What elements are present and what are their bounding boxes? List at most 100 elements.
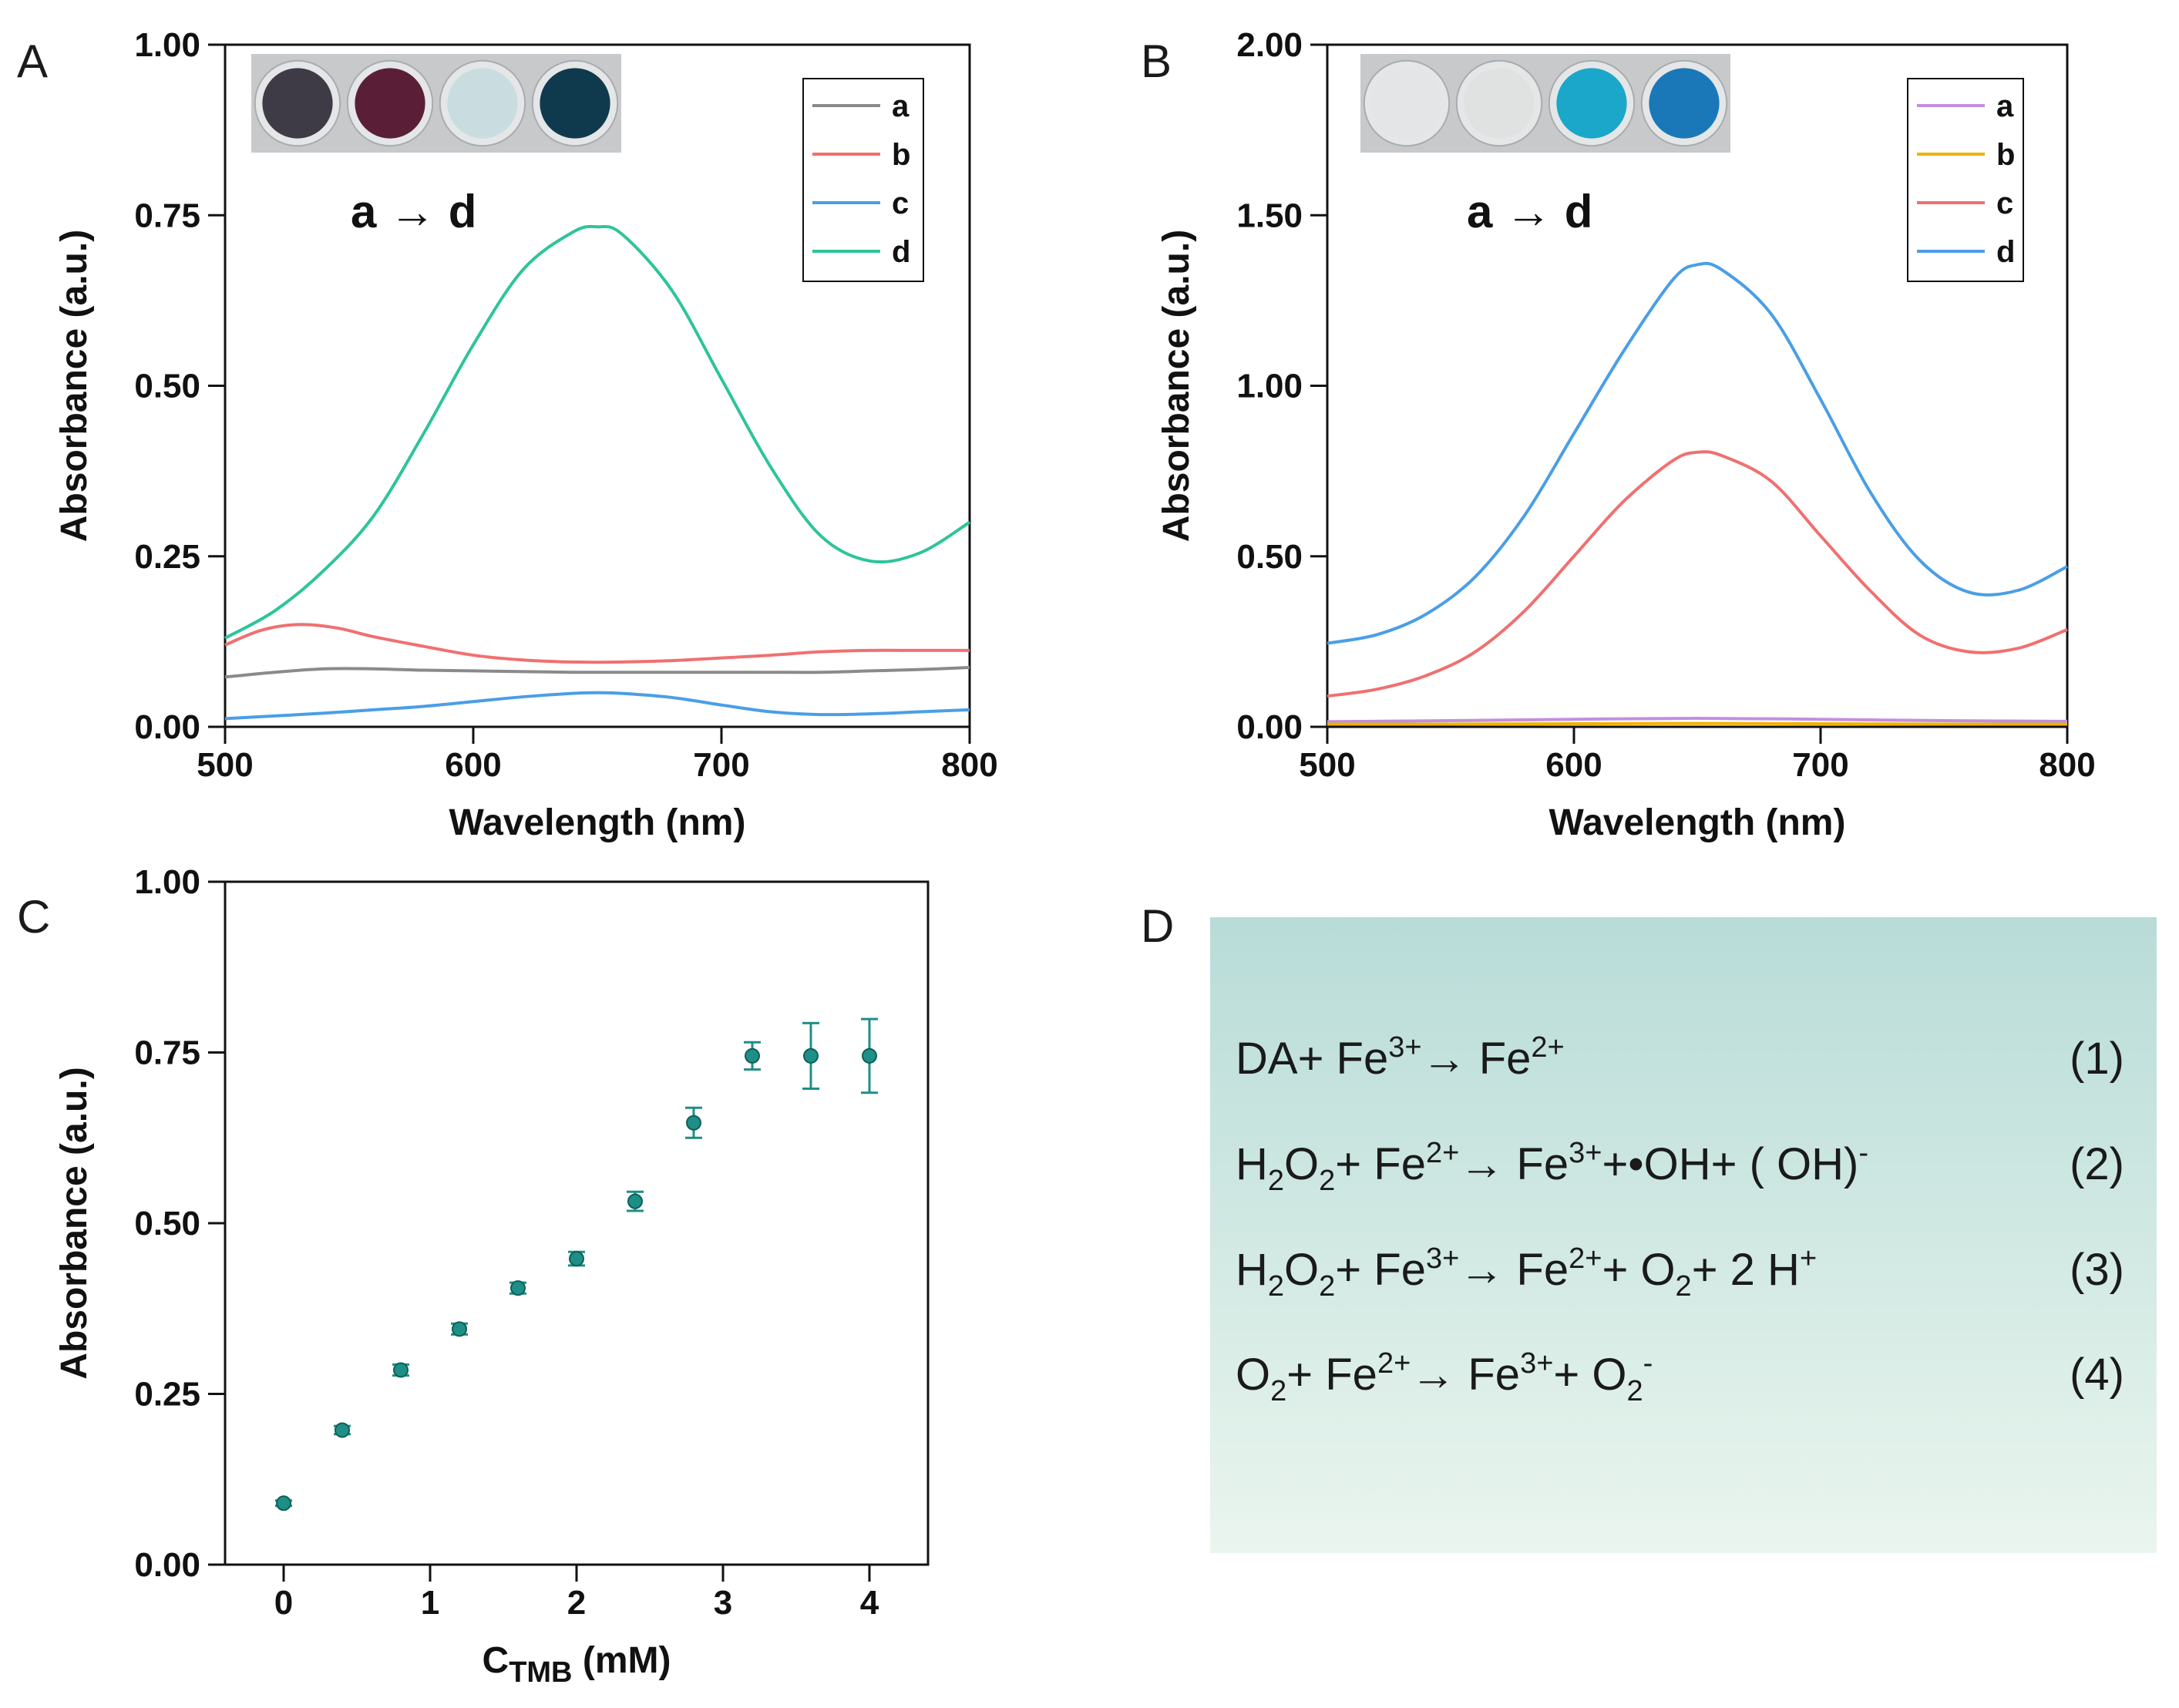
equation-4: O2+ Fe2+→ Fe3++ O2- (4) <box>1236 1347 2124 1407</box>
well-solution <box>1649 68 1720 139</box>
equation-2: H2O2+ Fe2+→ Fe3++•OH+ ( OH)- (2) <box>1236 1137 2124 1197</box>
point-marker <box>569 1251 584 1267</box>
well-solution <box>540 68 610 139</box>
x-axis-title: Wavelength (nm) <box>449 802 746 843</box>
well-solution <box>355 68 425 139</box>
data-point <box>275 1495 292 1511</box>
x-tick-label: 1 <box>421 1584 439 1622</box>
y-tick-label: 2.00 <box>1236 26 1303 64</box>
series-line-c <box>1327 450 2068 698</box>
y-tick-label: 0.00 <box>134 708 200 746</box>
equation-number: (1) <box>2070 1034 2124 1084</box>
series-line-c <box>224 691 970 721</box>
x-tick-label: 600 <box>1545 746 1602 784</box>
equation-text: H2O2+ Fe3+→ Fe2++ O2+ 2 H+ <box>1236 1242 1817 1303</box>
series-line-b <box>1327 721 2068 726</box>
point-marker <box>745 1047 760 1064</box>
x-axis-title: CTMB (mM) <box>483 1640 671 1689</box>
legend-label-c: c <box>892 187 909 220</box>
equation-list: DA+ Fe3+→ Fe2+ (1) H2O2+ Fe2+→ Fe3++•OH+ (… <box>1236 1031 2124 1407</box>
y-tick-label: 0.25 <box>134 538 200 576</box>
series-line-d <box>224 224 971 640</box>
data-point <box>568 1250 585 1267</box>
equation-3: H2O2+ Fe3+→ Fe2++ O2+ 2 H+ (3) <box>1236 1242 2124 1303</box>
legend-label-b: b <box>892 138 910 172</box>
well-solution <box>1556 68 1627 139</box>
x-tick-label: 2 <box>567 1584 586 1622</box>
x-tick-label: 700 <box>693 746 749 784</box>
legend-label-a: a <box>892 89 910 123</box>
point-marker <box>627 1193 643 1209</box>
x-tick-label: 3 <box>714 1584 732 1622</box>
data-point <box>627 1190 644 1212</box>
equation-text: H2O2+ Fe2+→ Fe3++•OH+ ( OH)- <box>1236 1137 1868 1197</box>
legend-box <box>802 78 924 282</box>
y-axis-title: Absorbance (a.u.) <box>1156 230 1197 542</box>
point-marker <box>803 1047 819 1064</box>
series-annotation: a → d <box>351 186 476 237</box>
equation-1: DA+ Fe3+→ Fe2+ (1) <box>1236 1031 2124 1084</box>
panel-letter-a: A <box>17 35 48 87</box>
legend-label-c: c <box>1996 187 2013 220</box>
data-point <box>802 1021 819 1090</box>
y-tick-label: 1.00 <box>134 863 200 901</box>
panel-letter-d: D <box>1141 900 1174 952</box>
panel-letter-c: C <box>17 891 50 943</box>
x-tick-label: 4 <box>860 1584 879 1622</box>
plot-frame <box>224 880 930 1566</box>
point-marker <box>862 1047 877 1064</box>
series-line-a <box>1327 716 2068 724</box>
y-axis-title: Absorbance (a.u.) <box>54 230 95 542</box>
y-tick-label: 0.00 <box>134 1546 200 1584</box>
chart-b: 0.00 0.50 1.00 1.50 2.00 500 600 700 800 Absorban… <box>1156 26 2096 843</box>
chart-a: 0.00 0.25 0.50 0.75 1.00 500 600 700 800 Absorban… <box>54 26 998 843</box>
equation-background <box>1210 917 2157 1553</box>
x-tick-label: 800 <box>941 746 997 784</box>
chart-c: 0.00 0.25 0.50 0.75 1.00 0 1 2 3 4 Absorbance (a.u… <box>54 863 930 1689</box>
well-solution <box>1371 68 1442 139</box>
inset-photo <box>251 54 621 153</box>
y-tick-label: 0.00 <box>1236 708 1303 746</box>
equation-number: (3) <box>2070 1245 2124 1295</box>
well-solution <box>447 68 518 139</box>
data-point <box>334 1422 351 1438</box>
data-point <box>451 1321 468 1337</box>
equation-panel: DA+ Fe3+→ Fe2+ (1) H2O2+ Fe2+→ Fe3++•OH+ (… <box>1210 917 2157 1553</box>
inset-photo <box>1360 54 1730 153</box>
y-tick-label: 1.50 <box>1236 197 1303 234</box>
data-point <box>509 1280 526 1296</box>
x-tick-label: 600 <box>445 746 501 784</box>
point-marker <box>510 1280 526 1296</box>
x-tick-label: 700 <box>1792 746 1848 784</box>
equation-number: (2) <box>2070 1139 2124 1189</box>
panel-letter-b: B <box>1141 35 1172 87</box>
point-marker <box>393 1362 409 1378</box>
legend-label-b: b <box>1996 138 2015 172</box>
x-tick-label: 500 <box>1299 746 1355 784</box>
legend-label-d: d <box>892 235 910 269</box>
point-marker <box>452 1321 467 1337</box>
y-axis-title: Absorbance (a.u.) <box>54 1067 95 1379</box>
y-tick-label: 0.25 <box>134 1376 200 1414</box>
series-line-b <box>224 623 970 664</box>
series-annotation: a → d <box>1467 186 1592 237</box>
series-line-d <box>1327 261 2068 645</box>
point-marker <box>335 1422 350 1438</box>
well-solution <box>262 68 333 139</box>
y-tick-label: 0.75 <box>134 1034 200 1072</box>
equation-text: O2+ Fe2+→ Fe3++ O2- <box>1236 1347 1653 1407</box>
data-point <box>685 1106 702 1139</box>
x-tick-label: 800 <box>2039 746 2095 784</box>
y-tick-label: 1.00 <box>134 26 200 64</box>
data-point <box>861 1017 878 1094</box>
x-tick-label: 0 <box>274 1584 293 1622</box>
data-point <box>392 1362 409 1378</box>
x-axis-title: Wavelength (nm) <box>1549 802 1846 843</box>
y-tick-label: 0.50 <box>1236 538 1303 576</box>
equation-number: (4) <box>2070 1350 2124 1400</box>
point-marker <box>276 1495 291 1511</box>
x-tick-label: 500 <box>197 746 253 784</box>
